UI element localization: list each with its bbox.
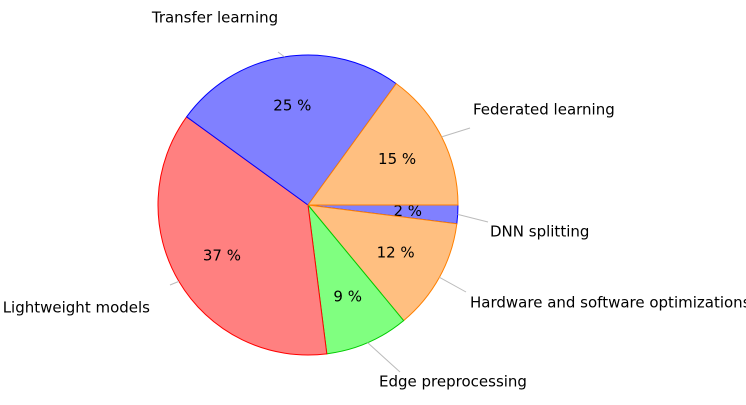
slice-label: Hardware and software optimizations <box>470 294 746 312</box>
value-label: 37 % <box>203 246 241 264</box>
value-label: 2 % <box>394 202 423 220</box>
leader-line <box>457 213 489 223</box>
pie-slice <box>307 203 405 355</box>
leader-line <box>169 280 180 286</box>
leader-line <box>277 51 285 58</box>
value-label: 12 % <box>377 244 415 262</box>
slice-label: Transfer learning <box>151 9 278 27</box>
slice-label: Federated learning <box>473 101 615 119</box>
leader-line <box>367 342 401 373</box>
leader-line <box>439 276 467 293</box>
value-label: 25 % <box>273 97 311 115</box>
pie-slice <box>157 116 328 356</box>
value-label: 9 % <box>333 287 362 305</box>
slice-label: DNN splitting <box>490 223 589 241</box>
leader-line <box>441 127 471 138</box>
value-label: 15 % <box>378 150 416 168</box>
slice-label: Lightweight models <box>3 299 150 317</box>
slice-label: Edge preprocessing <box>379 373 527 391</box>
